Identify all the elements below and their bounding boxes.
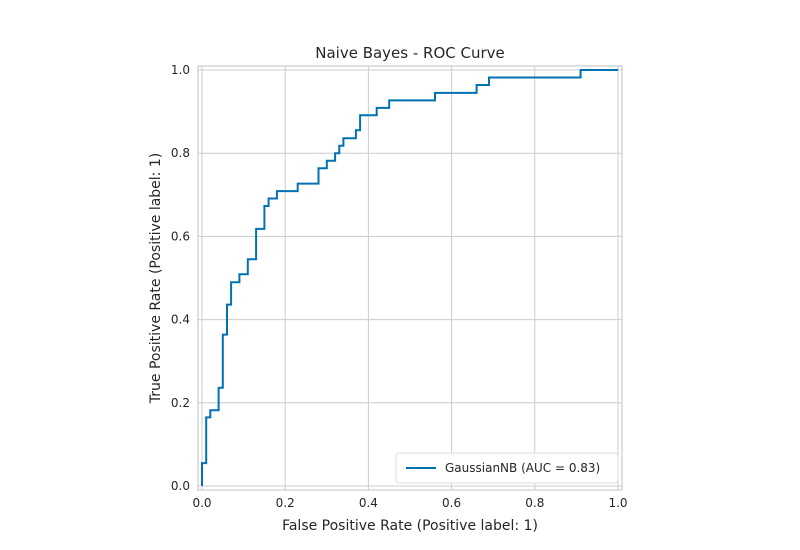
series-layer: [201, 69, 618, 486]
y-axis-title: True Positive Rate (Positive label: 1): [148, 153, 164, 404]
chart-title: Naive Bayes - ROC Curve: [315, 44, 505, 62]
x-tick-label: 0.6: [442, 496, 461, 510]
x-axis-title: False Positive Rate (Positive label: 1): [282, 518, 538, 534]
grid: [198, 66, 622, 490]
y-tick-label: 0.2: [171, 396, 190, 410]
x-tick-label: 0.2: [276, 496, 295, 510]
plot-area: [197, 65, 623, 491]
x-tick-label: 0.0: [192, 496, 211, 510]
legend: GaussianNB (AUC = 0.83): [395, 452, 619, 484]
legend-entry-gaussiannb: GaussianNB (AUC = 0.83): [445, 461, 600, 475]
x-axis-ticks: 0.0 0.2 0.4 0.6 0.8 1.0: [192, 496, 627, 510]
y-tick-label: 0.0: [171, 479, 190, 493]
y-tick-label: 0.4: [171, 313, 190, 327]
y-tick-label: 1.0: [171, 63, 190, 77]
x-tick-label: 0.4: [359, 496, 378, 510]
x-tick-label: 1.0: [608, 496, 627, 510]
legend-box: [395, 452, 619, 484]
y-tick-label: 0.8: [171, 146, 190, 160]
y-tick-label: 0.6: [171, 229, 190, 243]
x-tick-label: 0.8: [525, 496, 544, 510]
y-axis-ticks: 0.0 0.2 0.4 0.6 0.8 1.0: [171, 63, 190, 493]
roc-curve-series-0: [201, 69, 618, 486]
